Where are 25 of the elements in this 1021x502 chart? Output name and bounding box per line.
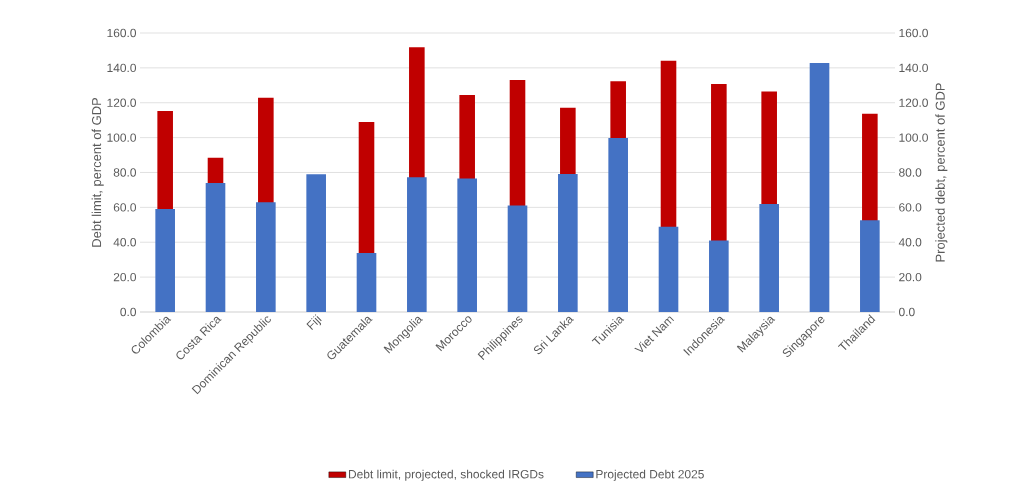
y-tick-label: 60.0	[113, 203, 137, 212]
y-tick-label: 140.0	[107, 63, 137, 73]
y-tick-label: 0.0	[120, 307, 137, 317]
y2-tick-label: 160.0	[899, 28, 928, 38]
y-tick-label: 160.0	[107, 28, 137, 38]
y2-tick-label: 140.0	[899, 63, 928, 73]
y2-tick-label: 100.0	[899, 133, 928, 142]
y2-tick-label: 120.0	[899, 98, 928, 107]
y-tick-label: 120.0	[107, 98, 137, 107]
y-tick-label: 40.0	[113, 238, 137, 247]
y2-tick-label: 20.0	[899, 272, 922, 282]
y-tick-label: 20.0	[113, 272, 137, 282]
y2-tick-label: 40.0	[898, 238, 922, 247]
y-tick-label: 100.0	[107, 133, 137, 142]
y2-tick-label: 60.0	[899, 203, 922, 212]
y-tick-label: 80.0	[113, 168, 137, 177]
y2-axis-title: Projected debt, percent of GDP	[935, 83, 948, 262]
y2-tick-label: 0.0	[899, 307, 915, 317]
legend-label: Projected Debt 2025	[596, 469, 704, 481]
bar	[306, 174, 326, 312]
legend-label: Debt limit, projected, shocked IRGDs	[348, 469, 544, 481]
y-axis-title: Debt limit, percent of GDP	[91, 97, 104, 247]
x-tick-label: Fiji	[306, 314, 322, 330]
bar	[809, 62, 830, 312]
y2-tick-label: 80.0	[899, 168, 922, 177]
